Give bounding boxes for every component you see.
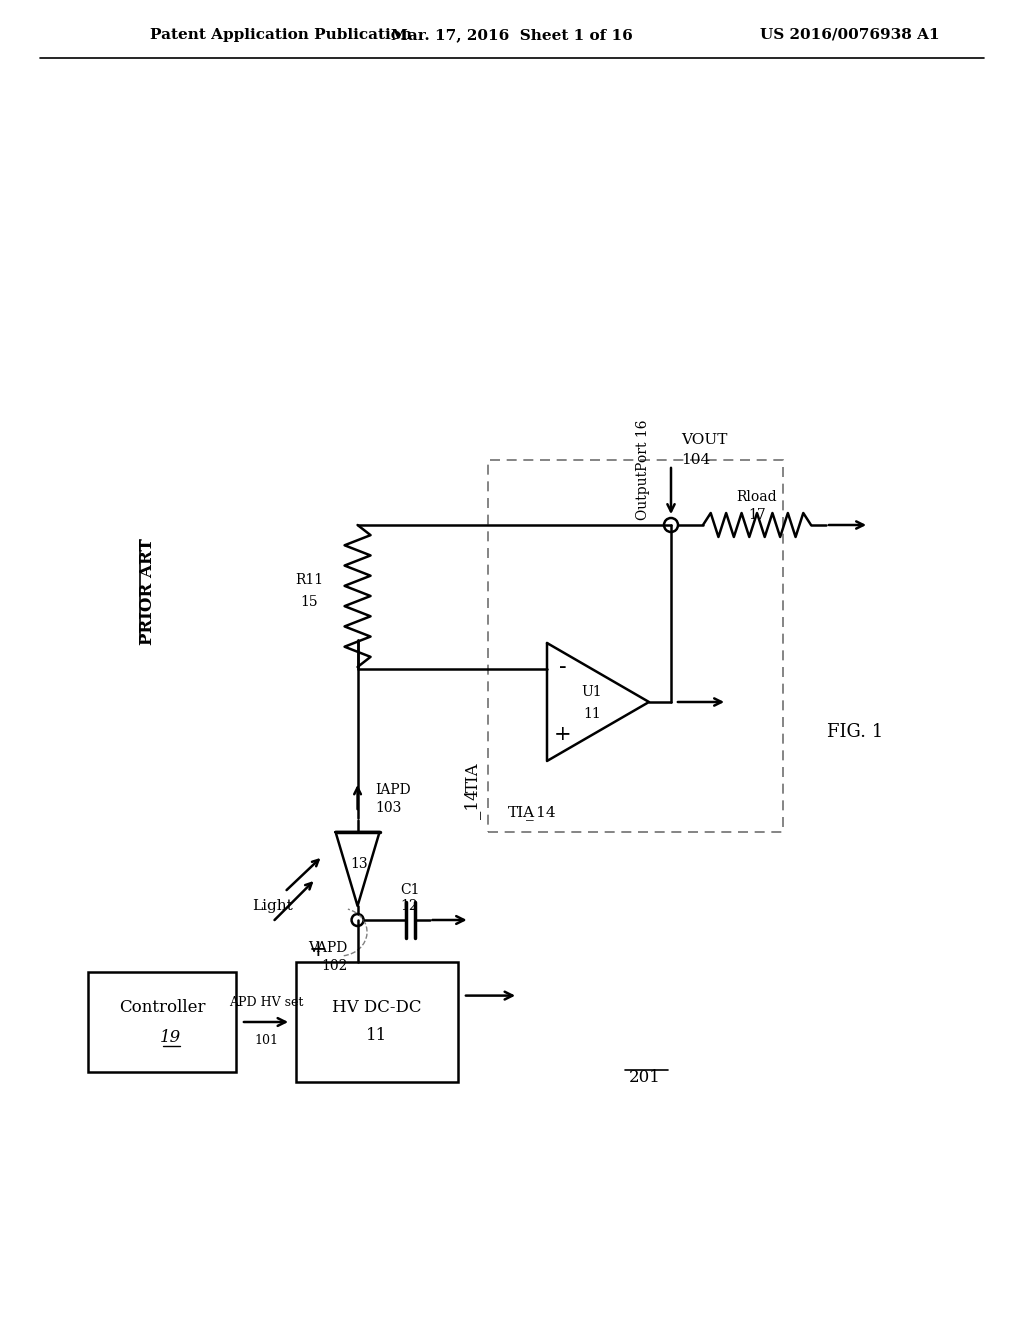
Text: 13: 13	[351, 857, 369, 871]
Text: Controller: Controller	[119, 999, 205, 1016]
Text: 19: 19	[160, 1030, 180, 1047]
Text: Patent Application Publication: Patent Application Publication	[150, 28, 412, 42]
Bar	[488, 459, 783, 832]
Text: 101: 101	[254, 1034, 278, 1047]
Text: C1: C1	[399, 883, 419, 898]
Text: R11: R11	[296, 573, 324, 587]
Text: 11: 11	[367, 1027, 388, 1044]
Text: VAPD: VAPD	[308, 941, 347, 954]
Text: TIA: TIA	[508, 807, 536, 820]
Text: 15: 15	[301, 595, 318, 609]
Text: APD HV set: APD HV set	[228, 995, 303, 1008]
Text: VOUT: VOUT	[681, 433, 727, 447]
Text: TIA: TIA	[465, 762, 481, 792]
Text: Light: Light	[253, 899, 293, 913]
Text: 12: 12	[400, 899, 419, 913]
Text: 201: 201	[629, 1069, 660, 1086]
Text: +: +	[308, 939, 328, 961]
Text: OutputPort 16: OutputPort 16	[636, 420, 650, 520]
Text: ⁠_ 14: ⁠_ 14	[526, 805, 556, 820]
Text: _14: _14	[465, 789, 481, 818]
Text: FIG. 1: FIG. 1	[826, 723, 883, 741]
Text: IAPD: IAPD	[376, 783, 412, 797]
Text: 102: 102	[322, 960, 347, 973]
Text: +: +	[554, 726, 571, 744]
Text: 103: 103	[376, 801, 402, 814]
Text: Rload: Rload	[736, 490, 777, 504]
Text: PRIOR ART: PRIOR ART	[139, 539, 157, 645]
Text: 17: 17	[749, 508, 766, 521]
Bar	[88, 972, 236, 1072]
Text: Mar. 17, 2016  Sheet 1 of 16: Mar. 17, 2016 Sheet 1 of 16	[391, 28, 633, 42]
Text: 11: 11	[583, 708, 601, 721]
Text: HV DC-DC: HV DC-DC	[332, 999, 422, 1016]
Text: -: -	[559, 656, 567, 678]
Bar	[296, 962, 458, 1082]
Text: U1: U1	[582, 685, 602, 700]
Text: 104: 104	[681, 453, 711, 467]
Text: US 2016/0076938 A1: US 2016/0076938 A1	[760, 28, 940, 42]
